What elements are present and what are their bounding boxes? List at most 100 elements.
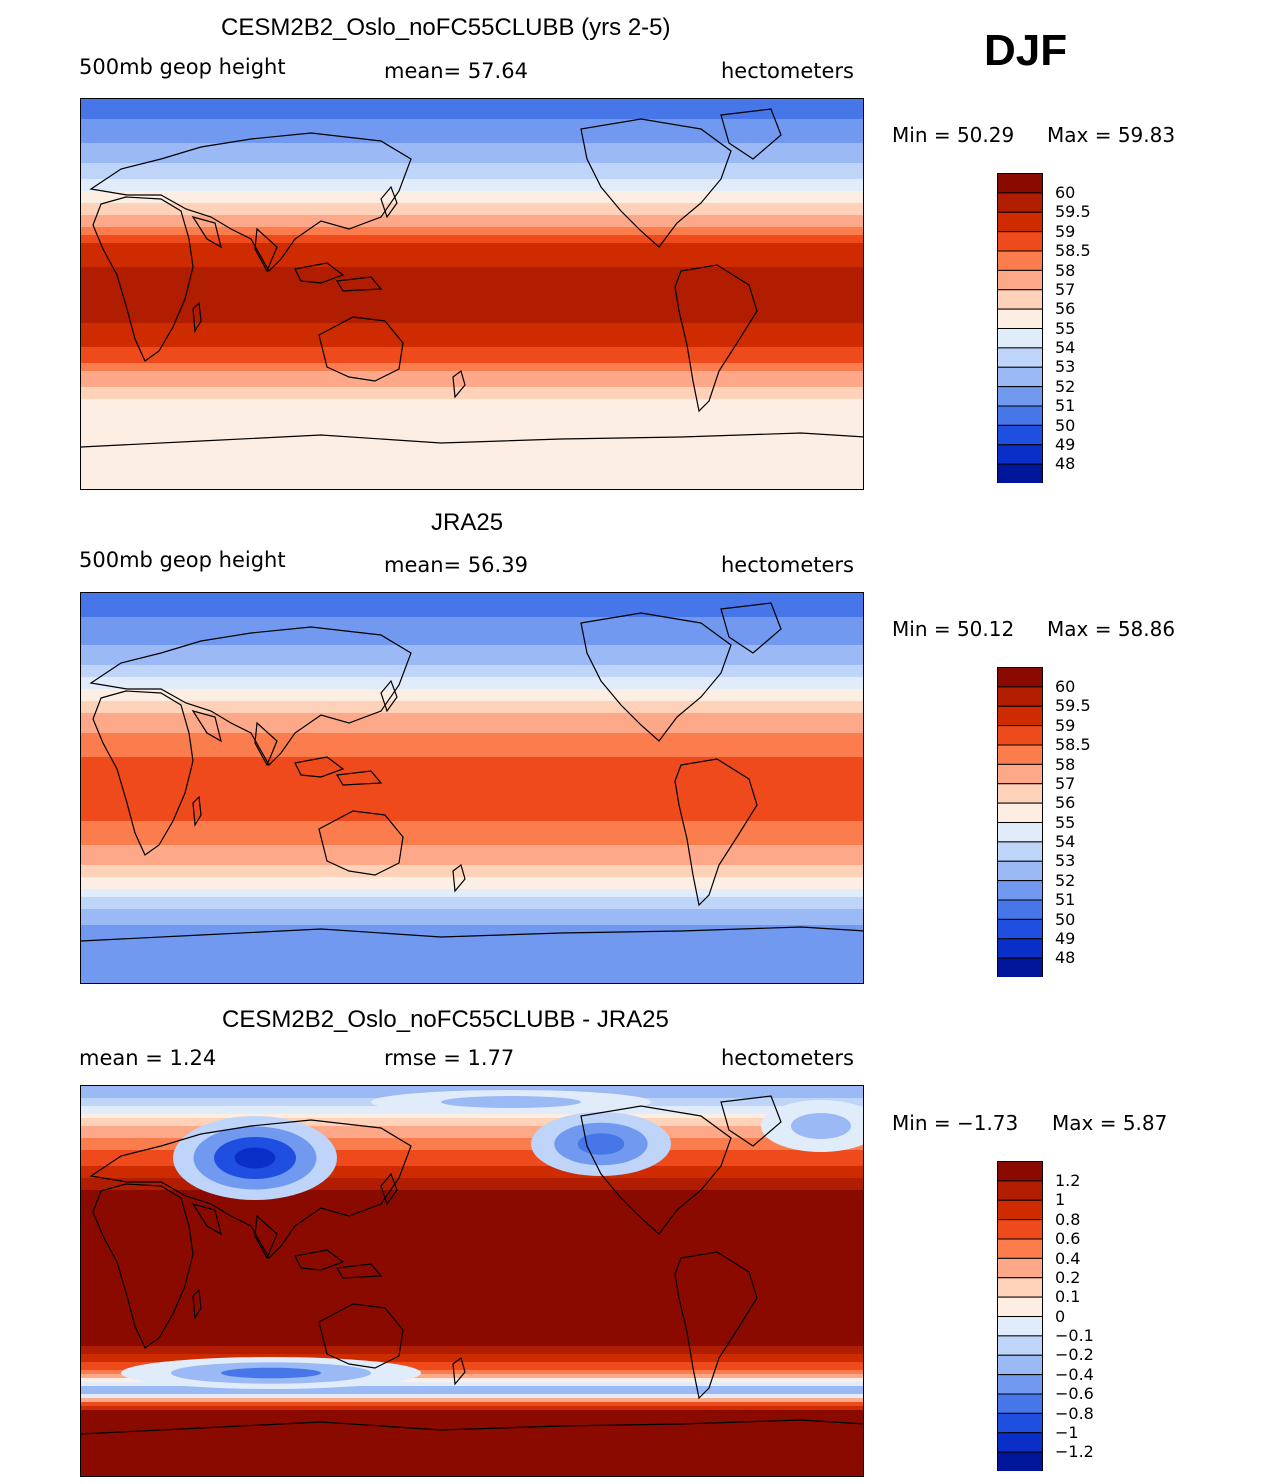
colorbar-swatch (997, 725, 1043, 746)
contour-band (81, 123, 863, 128)
contour-band (81, 637, 863, 642)
contour-band (81, 1334, 863, 1339)
contour-band (81, 447, 863, 452)
coastline-segment (191, 1203, 278, 1260)
contour-band (81, 841, 863, 846)
contour-band (81, 941, 863, 946)
contour-band (81, 155, 863, 160)
contour-band (81, 973, 863, 978)
mean-label: mean= 56.39 (384, 553, 528, 577)
contour-band (81, 1398, 863, 1403)
colorbar-swatch (997, 211, 1043, 233)
contour-band (81, 455, 863, 460)
contour-band (81, 143, 863, 148)
contour-band (81, 1138, 863, 1143)
contour-band (81, 1182, 863, 1187)
contour-band (81, 1142, 863, 1147)
season-label: DJF (984, 26, 1068, 75)
colorbar-tick-label: 53 (1055, 851, 1076, 871)
colorbar-tick-label: 50 (1055, 415, 1076, 435)
contour-band (81, 1306, 863, 1311)
colorbar-swatch (997, 880, 1043, 901)
contour-band (81, 1278, 863, 1283)
contour-band (81, 1298, 863, 1303)
coastline-segment (580, 118, 732, 248)
coastline-segment (81, 1419, 863, 1435)
colorbar-tick-label: 52 (1055, 870, 1076, 890)
contour-band (81, 937, 863, 942)
panel-title: JRA25 (431, 509, 504, 536)
contour-band (81, 1386, 863, 1391)
colorbar-tick-label: −0.2 (1055, 1345, 1094, 1365)
contour-band (81, 689, 863, 694)
contour-band (81, 817, 863, 822)
colorbar-swatch (997, 192, 1043, 213)
contour-band (81, 777, 863, 782)
contour-band (81, 1354, 863, 1359)
contour-band (81, 1438, 863, 1443)
colorbar-swatch (997, 1354, 1043, 1376)
contour-band (81, 339, 863, 344)
negative-anomaly-atlantic (791, 1113, 851, 1139)
colorbar-swatch (997, 250, 1043, 271)
coastline-segment (720, 108, 782, 160)
min-label: Min = 50.12 (892, 617, 1015, 641)
contour-band (81, 725, 863, 730)
contour-band (81, 609, 863, 614)
contour-band (81, 435, 863, 440)
contour-band (81, 829, 863, 834)
coastline-segment (294, 1249, 383, 1279)
contour-band (81, 797, 863, 802)
contour-band (81, 139, 863, 144)
coastline-segment (380, 679, 398, 713)
contour-band (81, 713, 863, 718)
contour-band (81, 1238, 863, 1243)
coastline-segment (674, 264, 758, 413)
colorbar-swatch (997, 899, 1043, 920)
contour-band (81, 175, 863, 180)
colorbar-tick-label: 55 (1055, 318, 1076, 338)
units-label: hectometers (721, 553, 854, 577)
colorbar-swatch (997, 860, 1043, 882)
colorbar-swatch (997, 405, 1043, 426)
contour-band (81, 865, 863, 870)
colorbar-swatch (997, 1432, 1043, 1453)
contour-band (81, 889, 863, 894)
contour-band (81, 391, 863, 396)
contour-band (81, 1274, 863, 1279)
contour-band (81, 135, 863, 140)
contour-band (81, 705, 863, 710)
coastline-segment (580, 1105, 732, 1235)
contour-band (81, 1430, 863, 1435)
contour-band (81, 199, 863, 204)
contour-band (81, 757, 863, 762)
contour-band (81, 1462, 863, 1467)
contour-band (81, 629, 863, 634)
mean-label: mean = 1.24 (79, 1046, 217, 1070)
contour-band (81, 1266, 863, 1271)
contour-band (81, 183, 863, 188)
contour-band (81, 737, 863, 742)
contour-band (81, 1290, 863, 1295)
contour-band (81, 475, 863, 480)
contour-band (81, 379, 863, 384)
coastline-segment (191, 710, 278, 767)
colorbar-tick-label: 60 (1055, 677, 1076, 696)
contour-band (81, 159, 863, 164)
colorbar-tick-label: 0.1 (1055, 1287, 1081, 1307)
contour-band (81, 929, 863, 934)
coastline-segment (452, 863, 466, 893)
contour-map (80, 98, 864, 490)
contour-band (81, 1134, 863, 1139)
contour-band (81, 1246, 863, 1251)
contour-band (81, 283, 863, 288)
contour-band (81, 1302, 863, 1307)
contour-band (81, 203, 863, 208)
variable-label: 500mb geop height (79, 55, 286, 79)
colorbar-swatch (997, 1219, 1043, 1240)
contour-band (81, 327, 863, 332)
coastline-segment (92, 1183, 194, 1349)
contour-band (81, 1174, 863, 1179)
contour-band (81, 459, 863, 464)
colorbar-swatch (997, 763, 1043, 785)
